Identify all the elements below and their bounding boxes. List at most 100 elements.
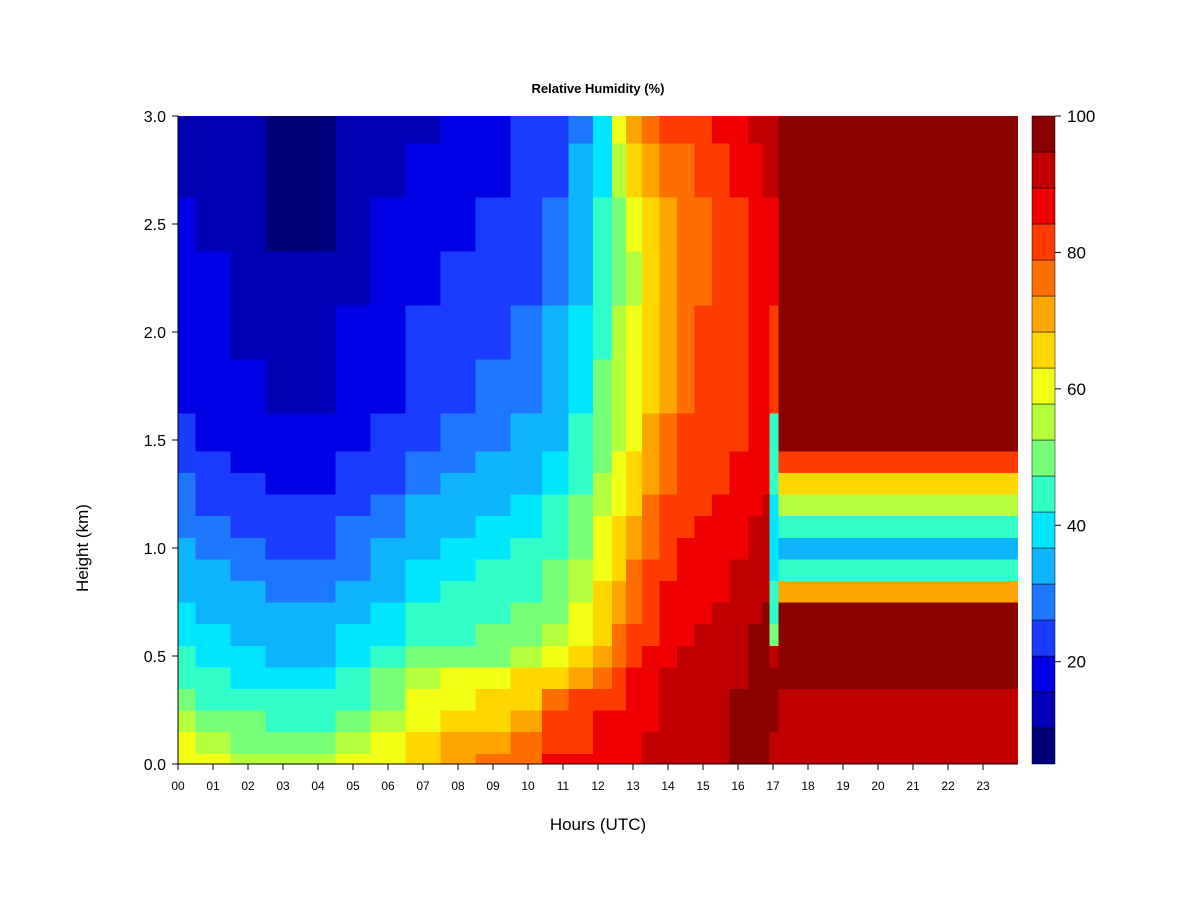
heatmap-cell bbox=[568, 450, 594, 473]
heatmap-cell bbox=[795, 143, 827, 198]
heatmap-cell bbox=[795, 494, 827, 517]
heatmap-cell bbox=[440, 143, 477, 198]
heatmap-cell bbox=[568, 623, 594, 646]
heatmap-cell bbox=[405, 143, 442, 198]
heatmap-cell bbox=[965, 558, 1000, 581]
heatmap-cell bbox=[895, 580, 932, 603]
heatmap-cell bbox=[300, 623, 337, 646]
heatmap-cell bbox=[626, 359, 643, 414]
heatmap-cell bbox=[795, 116, 827, 144]
heatmap-cell bbox=[769, 623, 779, 646]
heatmap-cell bbox=[860, 666, 897, 689]
heatmap-cell bbox=[592, 472, 613, 495]
heatmap-cell bbox=[542, 116, 569, 144]
heatmap-cell bbox=[895, 515, 932, 538]
heatmap-cell bbox=[895, 116, 932, 144]
heatmap-cell bbox=[762, 623, 771, 646]
x-tick-label: 12 bbox=[591, 779, 605, 793]
heatmap-cell bbox=[542, 472, 569, 495]
heatmap-cell bbox=[676, 472, 695, 495]
heatmap-cell bbox=[440, 688, 477, 711]
heatmap-cell bbox=[729, 359, 750, 414]
heatmap-cell bbox=[612, 558, 627, 581]
heatmap-cell bbox=[769, 537, 779, 560]
heatmap-cell bbox=[475, 645, 512, 668]
heatmap-cell bbox=[542, 688, 569, 711]
heatmap-cell bbox=[265, 472, 302, 495]
heatmap-cell bbox=[769, 450, 779, 473]
heatmap-cell bbox=[711, 251, 730, 306]
heatmap-cell bbox=[895, 602, 932, 625]
heatmap-cell bbox=[265, 731, 302, 754]
heatmap-cell bbox=[965, 645, 1000, 668]
x-tick-label: 13 bbox=[626, 779, 640, 793]
heatmap-cell bbox=[778, 666, 797, 689]
heatmap-cell bbox=[860, 251, 897, 306]
heatmap-cell bbox=[265, 710, 302, 733]
heatmap-cell bbox=[659, 359, 678, 414]
heatmap-cell bbox=[825, 359, 862, 414]
heatmap-cell bbox=[762, 558, 771, 581]
heatmap-cell bbox=[694, 116, 713, 144]
heatmap-cell bbox=[475, 359, 512, 414]
heatmap-cell bbox=[778, 710, 797, 733]
heatmap-cell bbox=[641, 359, 660, 414]
heatmap-cell bbox=[612, 731, 627, 754]
heatmap-cell bbox=[659, 494, 678, 517]
heatmap-cell bbox=[659, 450, 678, 473]
heatmap-cell bbox=[641, 645, 660, 668]
heatmap-cell bbox=[612, 580, 627, 603]
heatmap-cell bbox=[930, 116, 967, 144]
heatmap-cell bbox=[965, 450, 1000, 473]
heatmap-cell bbox=[676, 580, 695, 603]
heatmap-cell bbox=[230, 753, 267, 764]
heatmap-cell bbox=[930, 558, 967, 581]
heatmap-cell bbox=[694, 472, 713, 495]
heatmap-cell bbox=[641, 143, 660, 198]
heatmap-cell bbox=[694, 537, 713, 560]
x-tick-label: 03 bbox=[276, 779, 290, 793]
heatmap-cell bbox=[178, 305, 197, 360]
heatmap-cell bbox=[825, 580, 862, 603]
heatmap-cell bbox=[895, 413, 932, 452]
heatmap-cell bbox=[568, 116, 594, 144]
heatmap-cell bbox=[965, 753, 1000, 764]
heatmap-cell bbox=[748, 645, 764, 668]
heatmap-cell bbox=[965, 494, 1000, 517]
heatmap-cell bbox=[542, 450, 569, 473]
heatmap-cell bbox=[748, 688, 764, 711]
x-tick-label: 17 bbox=[766, 779, 780, 793]
heatmap-cell bbox=[641, 688, 660, 711]
colorbar-level bbox=[1031, 151, 1056, 189]
heatmap-cell bbox=[568, 197, 594, 252]
heatmap-cell bbox=[998, 731, 1018, 754]
heatmap-cell bbox=[676, 515, 695, 538]
heatmap-cell bbox=[440, 537, 477, 560]
heatmap-cell bbox=[769, 602, 779, 625]
heatmap-cell bbox=[542, 537, 569, 560]
heatmap-cell bbox=[370, 558, 407, 581]
heatmap-cell bbox=[769, 515, 779, 538]
heatmap-cell bbox=[748, 359, 764, 414]
heatmap-cell bbox=[335, 623, 372, 646]
heatmap-cell bbox=[930, 666, 967, 689]
heatmap-cell bbox=[542, 580, 569, 603]
heatmap-cell bbox=[729, 623, 750, 646]
heatmap-cell bbox=[676, 143, 695, 198]
heatmap-cell bbox=[230, 645, 267, 668]
heatmap-cell bbox=[626, 710, 643, 733]
heatmap-cell bbox=[778, 472, 797, 495]
heatmap-cell bbox=[711, 359, 730, 414]
heatmap-cell bbox=[510, 494, 543, 517]
heatmap-cell bbox=[568, 305, 594, 360]
heatmap-cell bbox=[659, 413, 678, 452]
heatmap-cell bbox=[965, 305, 1000, 360]
x-tick-label: 02 bbox=[241, 779, 255, 793]
heatmap-cell bbox=[895, 731, 932, 754]
heatmap-cell bbox=[612, 251, 627, 306]
heatmap-cell bbox=[510, 666, 543, 689]
heatmap-cell bbox=[998, 143, 1018, 198]
x-tick-label: 04 bbox=[311, 779, 325, 793]
heatmap-cell bbox=[300, 450, 337, 473]
heatmap-cell bbox=[405, 494, 442, 517]
